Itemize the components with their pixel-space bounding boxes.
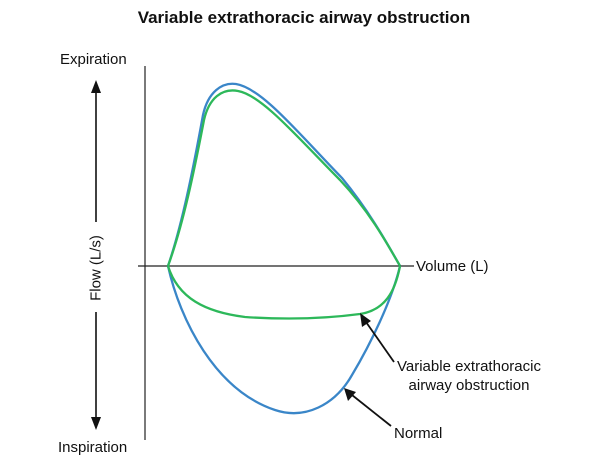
flow-arrow-up-head (91, 80, 101, 93)
normal-label: Normal (394, 425, 443, 442)
diagram-title: Variable extrathoracic airway obstructio… (137, 8, 471, 27)
normal-callout-arrowhead (344, 388, 356, 401)
normal-callout-arrow (351, 394, 392, 427)
variable-obstruction-label-line2: airway obstruction (408, 377, 530, 394)
normal-expiratory-curve (166, 82, 401, 267)
expiration-label: Expiration (60, 51, 127, 68)
normal-inspiratory-curve (166, 265, 402, 415)
variable-obstruction-label-line1: Variable extrathoracic (397, 358, 541, 375)
obstruction-inspiratory-curve (166, 265, 402, 320)
variable-callout-arrowhead (360, 313, 371, 327)
variable-callout-arrow (365, 321, 395, 363)
obstruction-expiratory-curve (166, 89, 401, 267)
variable-obstruction-label: Variable extrathoracic airway obstructio… (397, 357, 541, 395)
flow-arrow-down-head (91, 417, 101, 430)
flow-axis-label: Flow (L/s) (87, 229, 105, 307)
inspiration-label: Inspiration (58, 439, 128, 456)
volume-axis-label: Volume (L) (416, 258, 489, 275)
